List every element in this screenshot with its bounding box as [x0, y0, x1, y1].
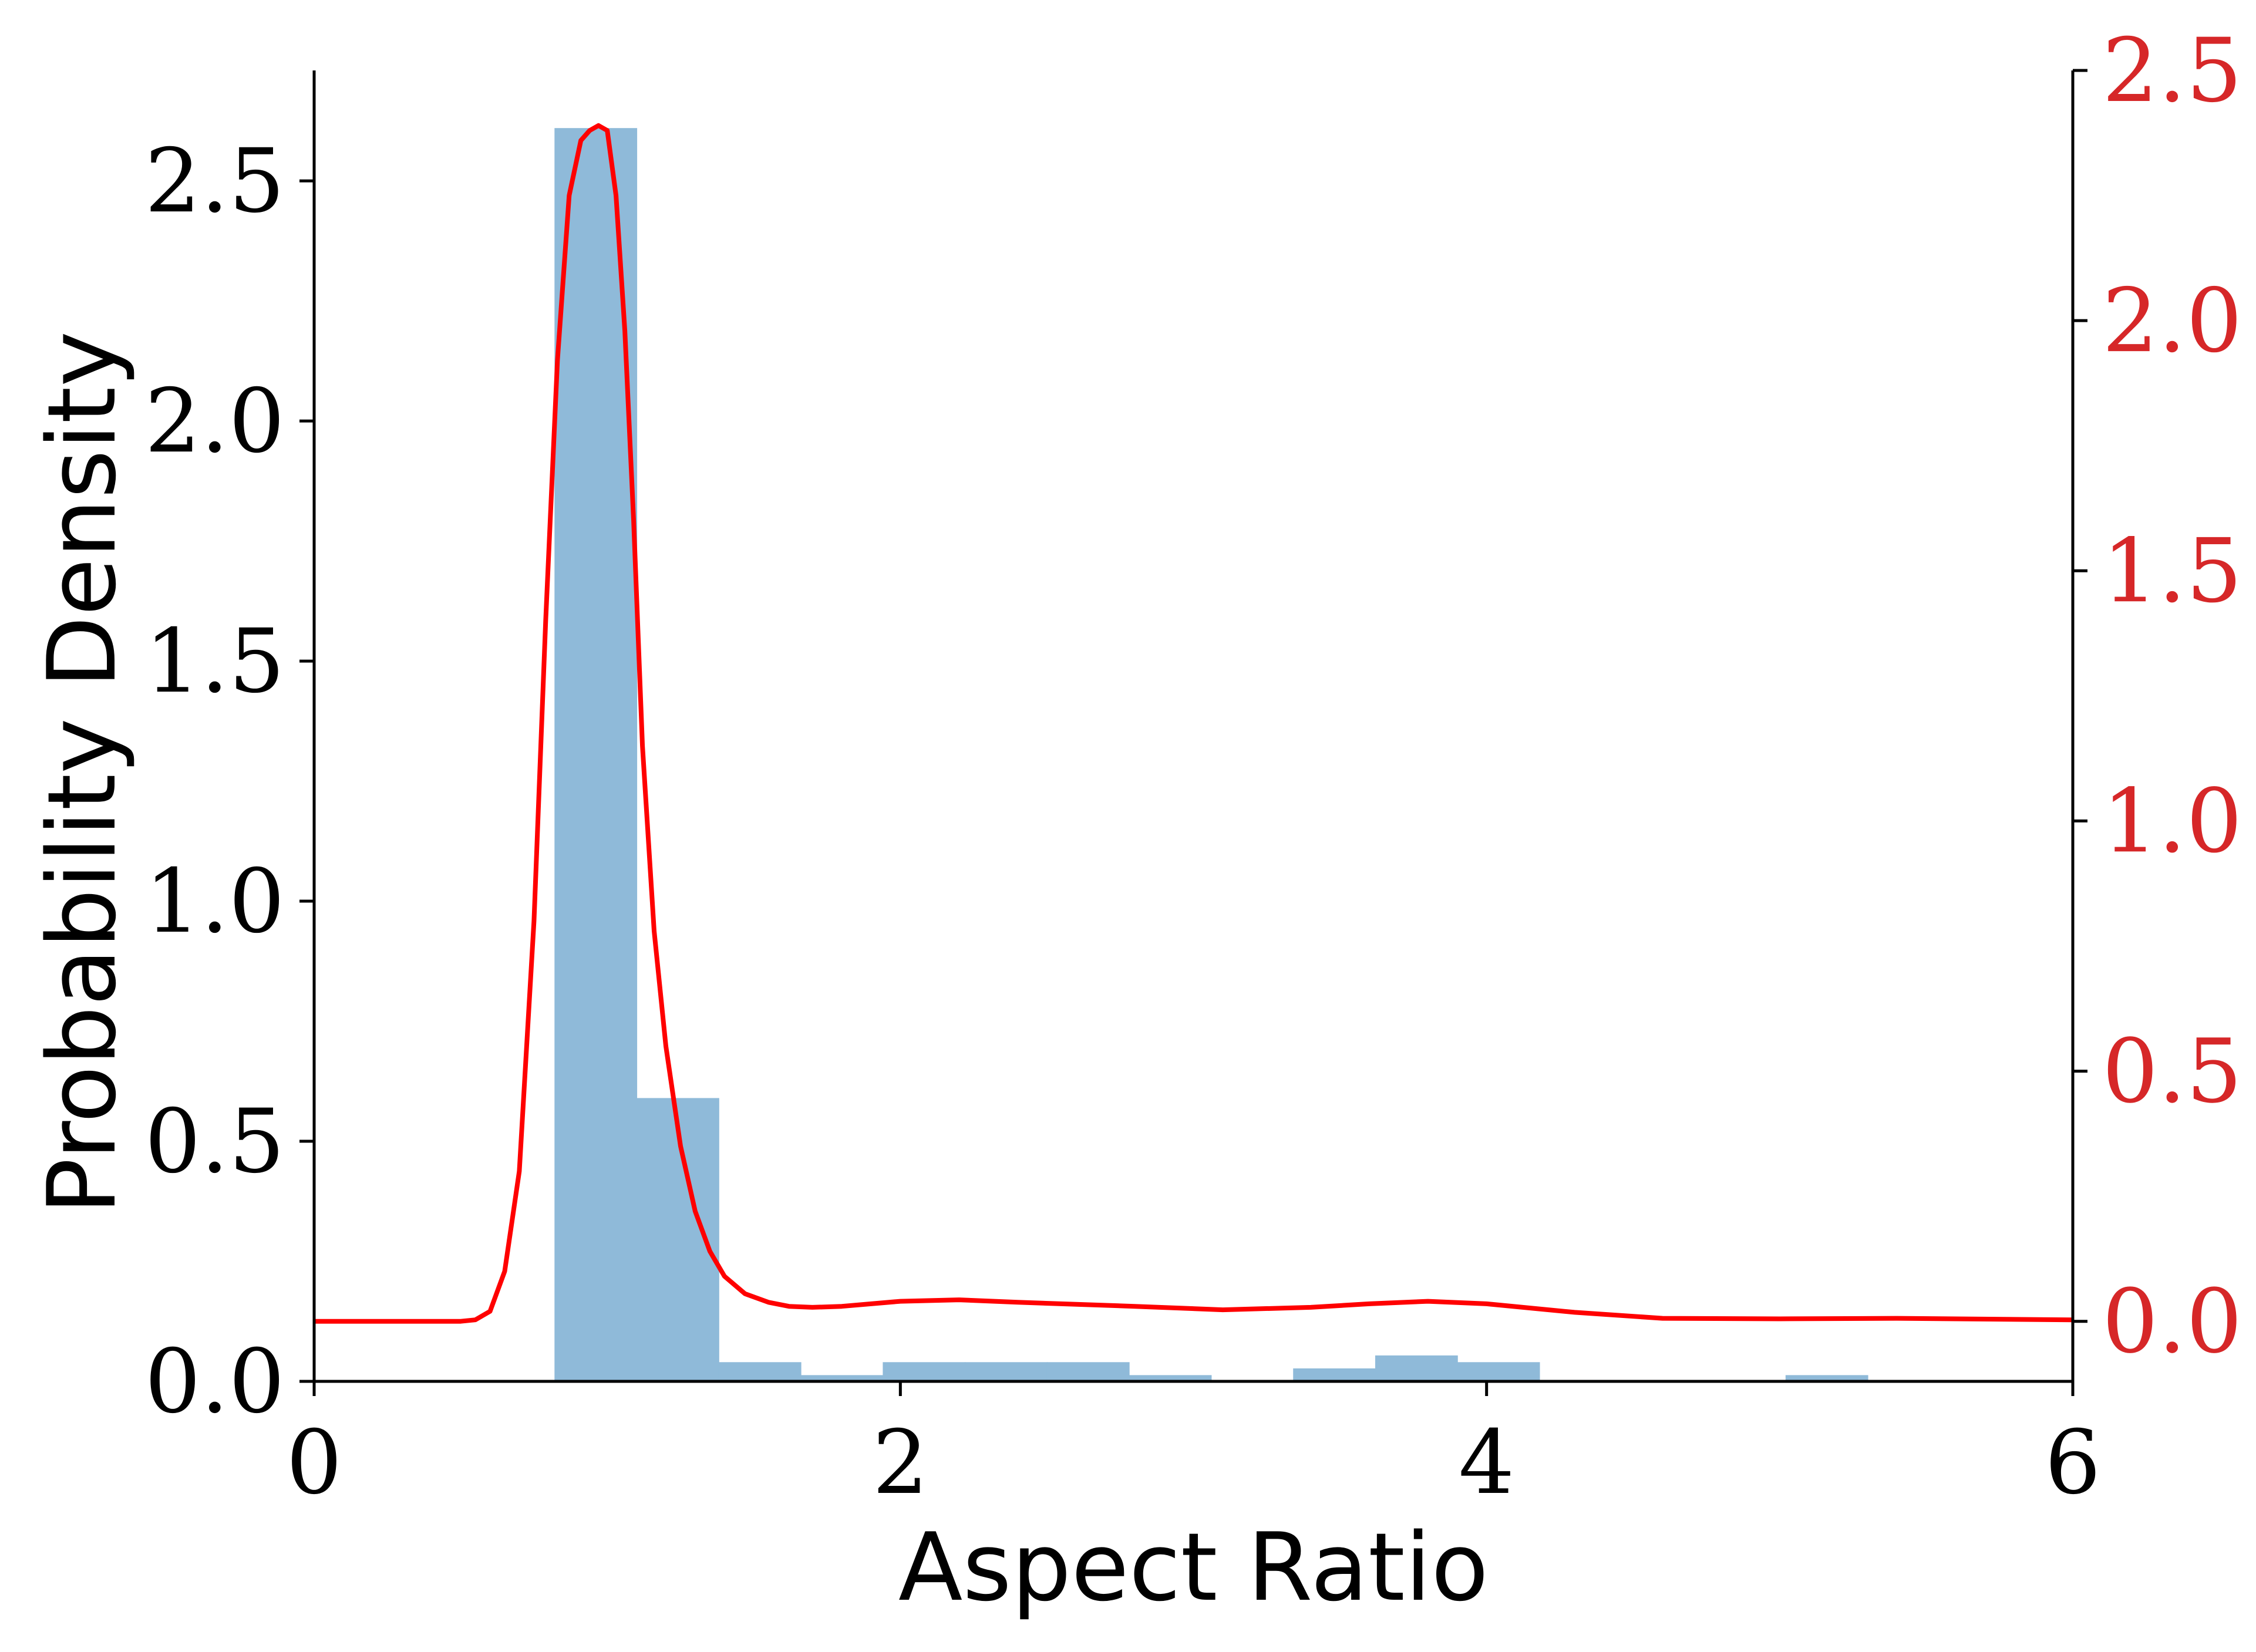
x-tick-label-1: 2	[873, 1412, 928, 1514]
histogram-bar-6	[1046, 1362, 1130, 1381]
x-axis-title: Aspect Ratio	[898, 1512, 1489, 1622]
y-tick-label-4: 2.0	[144, 370, 285, 473]
y2-tick-label-0: 0.0	[2102, 1271, 2242, 1373]
histogram-bar-3	[800, 1375, 884, 1381]
histogram-bar-5	[965, 1362, 1048, 1381]
histogram-bar-10	[1375, 1355, 1458, 1381]
histogram-bars	[554, 128, 1868, 1382]
x-tick-label-0: 0	[286, 1412, 342, 1514]
y2-tick-label-4: 2.0	[2102, 270, 2242, 372]
histogram-bar-2	[718, 1362, 802, 1381]
histogram-bar-7	[1129, 1375, 1212, 1381]
histogram-bar-15	[1785, 1375, 1868, 1381]
y-tick-label-5: 2.5	[144, 130, 285, 232]
y-tick-label-3: 1.5	[144, 611, 285, 713]
y-tick-label-0: 0.0	[144, 1331, 285, 1433]
y-axis-title: Probability Density	[27, 331, 137, 1215]
histogram-bar-9	[1293, 1368, 1376, 1381]
histogram-bar-11	[1457, 1362, 1540, 1381]
y-tick-label-1: 0.5	[144, 1091, 285, 1193]
x-tick-label-2: 4	[1459, 1412, 1514, 1514]
histogram-bar-4	[883, 1362, 966, 1381]
y2-tick-label-3: 1.5	[2102, 520, 2242, 622]
y2-tick-label-5: 2.5	[2102, 20, 2242, 122]
y-tick-label-2: 1.0	[144, 851, 285, 953]
y2-tick-label-2: 1.0	[2102, 770, 2242, 872]
density-curve	[314, 123, 2073, 1324]
x-tick-label-3: 6	[2045, 1412, 2100, 1514]
y2-tick-label-1: 0.5	[2102, 1021, 2242, 1123]
axes: 0 2 4 60.00.51.01.52.02.50.00.51.01.52.02.5	[144, 20, 2242, 1514]
